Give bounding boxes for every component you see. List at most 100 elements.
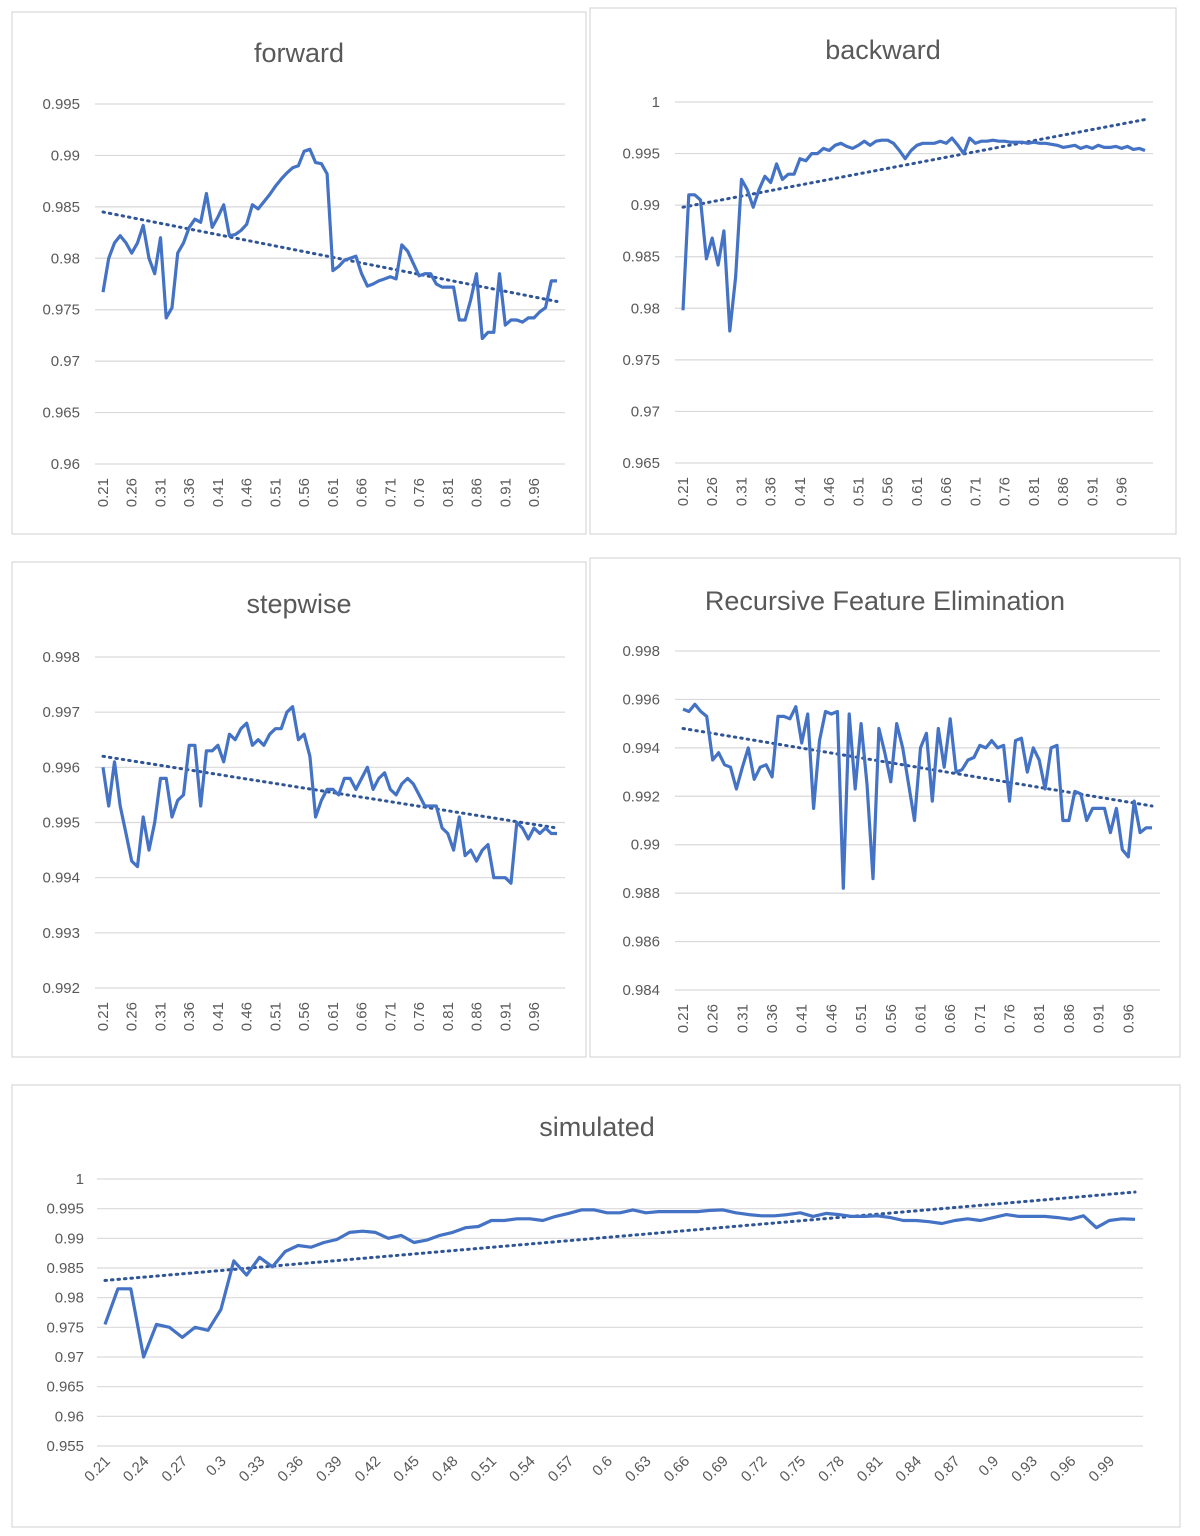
x-tick-label: 0.61 bbox=[909, 477, 926, 506]
x-tick-label: 0.66 bbox=[354, 1002, 371, 1031]
series-line bbox=[101, 147, 557, 341]
x-tick-label: 0.26 bbox=[124, 478, 141, 507]
x-tick-label: 0.96 bbox=[1120, 1004, 1137, 1033]
x-tick-label: 0.51 bbox=[850, 477, 867, 506]
x-tick-label: 0.31 bbox=[152, 1002, 169, 1031]
x-tick-label: 0.41 bbox=[210, 478, 227, 507]
chart-title: simulated bbox=[539, 1112, 655, 1142]
x-tick-label: 0.61 bbox=[325, 478, 342, 507]
y-tick-label: 0.988 bbox=[622, 885, 660, 902]
x-tick-label: 0.41 bbox=[792, 477, 809, 506]
y-tick-label: 0.99 bbox=[55, 1230, 84, 1247]
x-tick-label: 0.91 bbox=[1084, 477, 1101, 506]
chart-panel bbox=[589, 7, 1177, 535]
x-tick-label: 0.81 bbox=[1031, 1004, 1048, 1033]
y-tick-label: 0.993 bbox=[42, 925, 80, 942]
x-tick-label: 0.36 bbox=[181, 478, 198, 507]
x-tick-label: 0.56 bbox=[296, 478, 313, 507]
x-tick-label: 0.36 bbox=[181, 1002, 198, 1031]
y-tick-label: 0.998 bbox=[42, 649, 80, 666]
chart-backward: backward 0.965 0.97 0.975 0.98 0.985 0.99 0.99… bbox=[589, 7, 1177, 535]
x-tick-label: 0.21 bbox=[675, 477, 692, 506]
y-tick-label: 0.99 bbox=[631, 837, 660, 854]
y-tick-label: 0.96 bbox=[51, 456, 80, 473]
x-tick-label: 0.36 bbox=[763, 477, 780, 506]
y-tick-label: 0.97 bbox=[51, 353, 80, 370]
y-tick-label: 0.995 bbox=[42, 815, 80, 832]
y-tick-label: 0.975 bbox=[46, 1319, 84, 1336]
y-tick-label: 0.965 bbox=[42, 405, 80, 422]
x-tick-label: 0.76 bbox=[411, 478, 428, 507]
y-tick-label: 0.995 bbox=[42, 96, 80, 113]
x-tick-label: 0.26 bbox=[704, 477, 721, 506]
y-tick-label: 0.992 bbox=[42, 980, 80, 997]
y-tick-label: 0.97 bbox=[55, 1349, 84, 1366]
x-tick-label: 0.21 bbox=[675, 1004, 692, 1033]
y-tick-label: 0.98 bbox=[51, 250, 80, 267]
x-tick-label: 0.26 bbox=[124, 1002, 141, 1031]
x-tick-label: 0.96 bbox=[1114, 477, 1131, 506]
trendline bbox=[101, 754, 559, 830]
y-tick-label: 0.96 bbox=[55, 1408, 84, 1425]
y-tick-label: 0.986 bbox=[622, 934, 660, 951]
x-tick-label: 0.31 bbox=[734, 1004, 751, 1033]
x-tick-label: 0.31 bbox=[152, 478, 169, 507]
x-tick-label: 0.46 bbox=[239, 1002, 256, 1031]
x-tick-label: 0.91 bbox=[497, 478, 514, 507]
x-tick-label: 0.86 bbox=[1061, 1004, 1078, 1033]
trendline bbox=[681, 118, 1147, 209]
x-tick-label: 0.66 bbox=[942, 1004, 959, 1033]
x-tick-label: 0.56 bbox=[880, 477, 897, 506]
x-tick-label: 0.76 bbox=[411, 1002, 428, 1031]
x-tick-label: 0.41 bbox=[794, 1004, 811, 1033]
y-tick-label: 0.997 bbox=[42, 704, 80, 721]
y-tick-label: 0.992 bbox=[622, 788, 660, 805]
chart-panel bbox=[11, 1084, 1181, 1528]
x-tick-label: 0.91 bbox=[1091, 1004, 1108, 1033]
series-line bbox=[681, 136, 1146, 333]
y-tick-label: 0.985 bbox=[622, 249, 660, 266]
x-tick-label: 0.56 bbox=[883, 1004, 900, 1033]
chart-title: backward bbox=[825, 35, 941, 65]
chart-forward: forward 0.96 0.965 0.97 0.975 0.98 0.985 0.99 0… bbox=[11, 11, 587, 535]
y-tick-label: 0.995 bbox=[46, 1201, 84, 1218]
x-tick-label: 0.56 bbox=[296, 1002, 313, 1031]
x-tick-label: 0.76 bbox=[997, 477, 1014, 506]
x-tick-label: 0.31 bbox=[733, 477, 750, 506]
y-tick-label: 1 bbox=[652, 94, 660, 111]
y-tick-label: 0.985 bbox=[42, 199, 80, 216]
x-tick-label: 0.66 bbox=[354, 478, 371, 507]
y-tick-label: 0.984 bbox=[622, 982, 660, 999]
x-tick-label: 0.46 bbox=[821, 477, 838, 506]
y-tick-label: 0.995 bbox=[622, 146, 660, 163]
x-tick-label: 0.51 bbox=[853, 1004, 870, 1033]
y-tick-label: 1 bbox=[76, 1171, 84, 1188]
x-tick-label: 0.51 bbox=[267, 478, 284, 507]
y-tick-label: 0.98 bbox=[631, 300, 660, 317]
x-tick-label: 0.71 bbox=[382, 478, 399, 507]
chart-rfe: Recursive Feature Elimination 0.984 0.986… bbox=[589, 557, 1181, 1058]
trendline bbox=[101, 210, 559, 303]
x-tick-label: 0.41 bbox=[210, 1002, 227, 1031]
x-tick-label: 0.96 bbox=[526, 478, 543, 507]
y-tick-label: 0.97 bbox=[631, 403, 660, 420]
x-tick-label: 0.26 bbox=[705, 1004, 722, 1033]
y-tick-label: 0.965 bbox=[46, 1379, 84, 1396]
x-tick-label: 0.51 bbox=[267, 1002, 284, 1031]
x-tick-label: 0.71 bbox=[967, 477, 984, 506]
series-line bbox=[682, 702, 1152, 890]
y-tick-label: 0.98 bbox=[55, 1290, 84, 1307]
x-tick-label: 0.46 bbox=[823, 1004, 840, 1033]
x-tick-label: 0.96 bbox=[526, 1002, 543, 1031]
x-tick-label: 0.76 bbox=[1002, 1004, 1019, 1033]
x-tick-label: 0.71 bbox=[382, 1002, 399, 1031]
y-tick-label: 0.975 bbox=[622, 352, 660, 369]
chart-title: Recursive Feature Elimination bbox=[705, 586, 1065, 616]
chart-panel bbox=[589, 557, 1181, 1058]
x-tick-label: 0.91 bbox=[497, 1002, 514, 1031]
y-tick-label: 0.99 bbox=[51, 147, 80, 164]
y-tick-label: 0.975 bbox=[42, 302, 80, 319]
chart-panel bbox=[11, 561, 587, 1058]
chart-title: forward bbox=[254, 38, 344, 68]
x-tick-label: 0.61 bbox=[912, 1004, 929, 1033]
